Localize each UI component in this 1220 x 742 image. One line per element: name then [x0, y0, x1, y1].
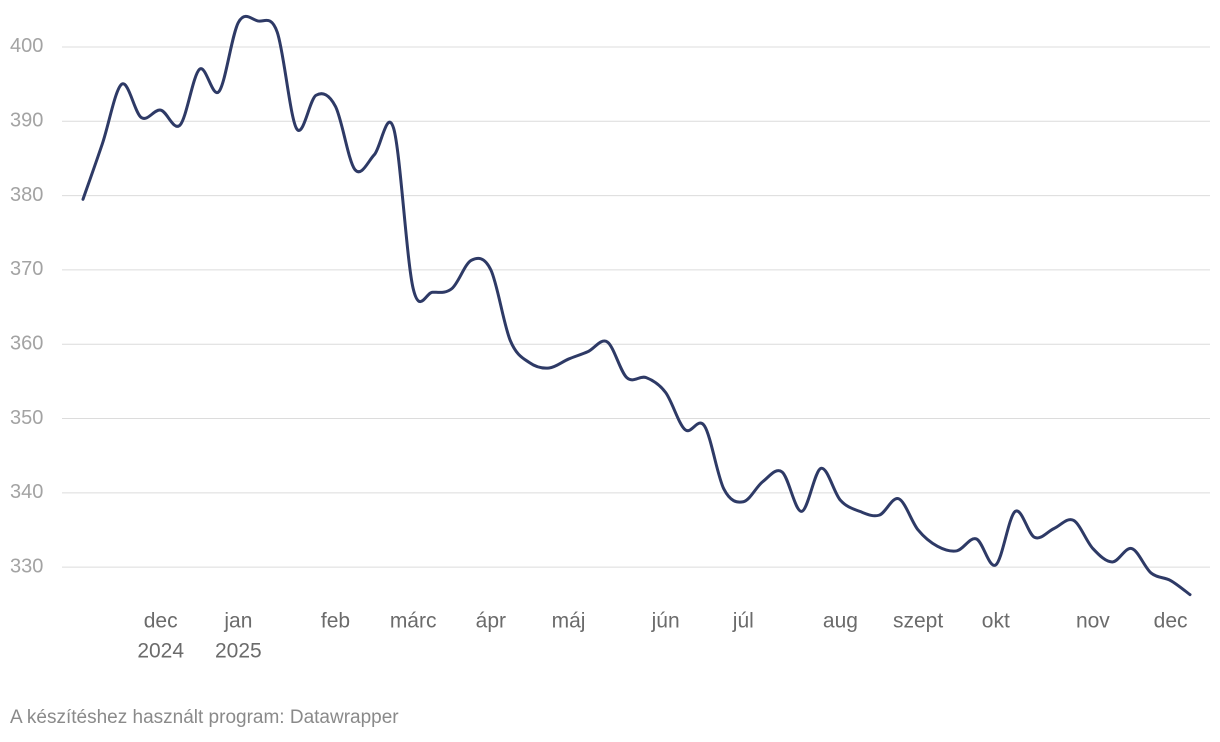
footer: A készítéshez használt program: Datawrap… [10, 707, 399, 728]
x-tick-label: nov [1076, 610, 1110, 633]
y-tick-label: 400 [10, 35, 43, 57]
x-tick-sublabel: 2025 [215, 640, 262, 663]
x-tick-label: szept [893, 610, 943, 633]
line [81, 14, 1192, 597]
x-tick-label: okt [982, 610, 1010, 633]
y-tick-label: 370 [10, 258, 43, 280]
x-tick-label: máj [552, 610, 586, 633]
x-tick-label: aug [823, 610, 858, 633]
x-tick-label: dec [144, 610, 178, 633]
y-tick-label: 380 [10, 184, 43, 206]
y-tick-label: 360 [10, 332, 43, 354]
x-tick-label: jan [223, 610, 252, 633]
x-tick-label: júl [732, 610, 754, 633]
x-tick-sublabel: 2024 [137, 640, 184, 663]
y-tick-label: 350 [10, 407, 43, 429]
x-tick-label: márc [390, 610, 437, 633]
y-tick-label: 340 [10, 481, 43, 503]
x-tick-label: ápr [476, 610, 506, 633]
y-tick-label: 390 [10, 110, 43, 132]
x-tick-label: feb [321, 610, 350, 633]
y-tick-label: 330 [10, 555, 43, 577]
x-tick-label: jún [651, 610, 680, 633]
x-tick-label: dec [1154, 610, 1188, 633]
